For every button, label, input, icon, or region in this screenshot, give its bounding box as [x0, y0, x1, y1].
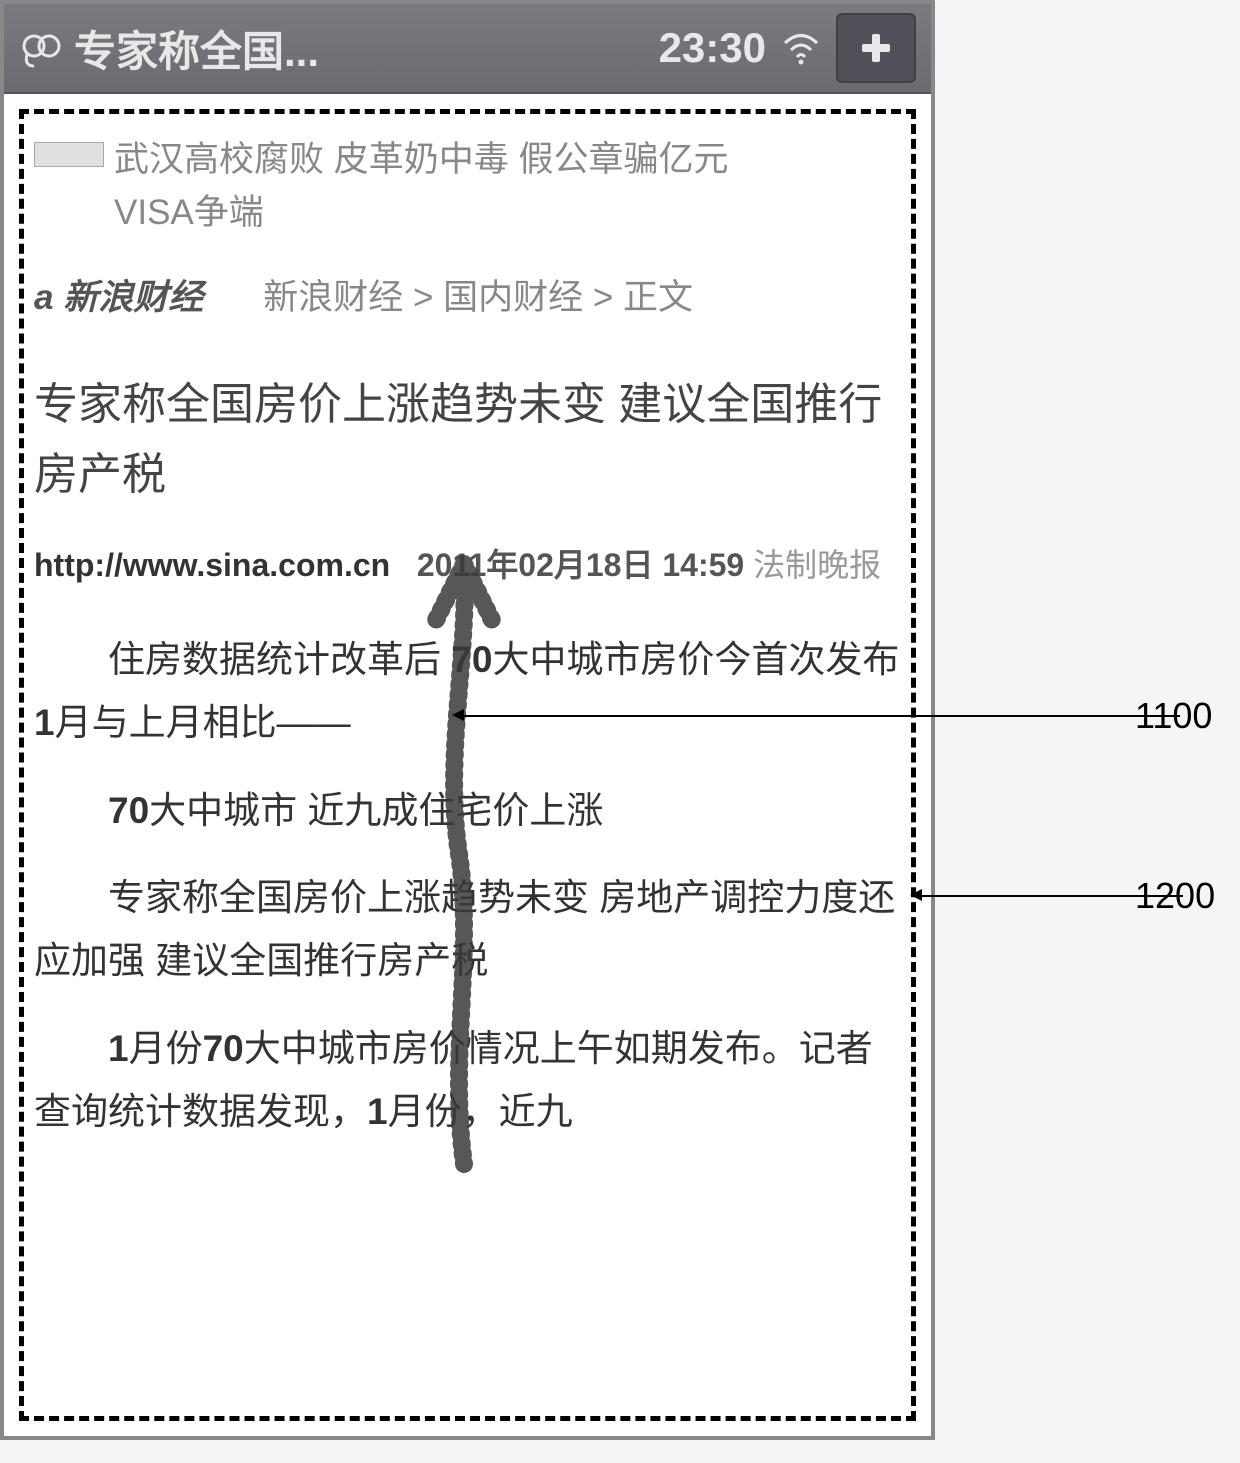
article-paragraph: 1月份70大中城市房价情况上午如期发布。记者查询统计数据发现，1月份，近九: [34, 1018, 901, 1144]
add-button[interactable]: [836, 13, 916, 83]
status-bar: 专家称全国... 23:30: [4, 4, 931, 94]
hot-news-line1: 武汉高校腐败 皮革奶中毒 假公章骗亿元: [114, 140, 728, 179]
article-paragraph: 住房数据统计改革后 70大中城市房价今首次发布 1月与上月相比——: [34, 629, 901, 755]
status-bar-time: 23:30: [659, 24, 766, 72]
content-area[interactable]: 武汉高校腐败 皮革奶中毒 假公章骗亿元 VISA争端 a 新浪财经 新浪财经 >…: [19, 109, 916, 1421]
app-icon: [19, 26, 64, 71]
article-paragraph: 70大中城市 近九成住宅价上涨: [34, 780, 901, 843]
annotation-arrowhead-icon: [910, 887, 926, 903]
article-url[interactable]: http://www.sina.com.cn: [34, 547, 390, 583]
site-logo[interactable]: a 新浪财经: [34, 269, 203, 320]
article-source: 法制晚报: [753, 547, 881, 583]
hot-news-row: 武汉高校腐败 皮革奶中毒 假公章骗亿元 VISA争端: [34, 134, 901, 239]
annotation-leader-line: [918, 895, 1183, 897]
article-title: 专家称全国房价上涨趋势未变 建议全国推行房产税: [34, 370, 901, 511]
article-paragraph: 专家称全国房价上涨趋势未变 房地产调控力度还应加强 建议全国推行房产税: [34, 867, 901, 993]
wifi-icon: [781, 28, 821, 68]
hot-news-text[interactable]: 武汉高校腐败 皮革奶中毒 假公章骗亿元 VISA争端: [114, 134, 728, 239]
status-bar-title: 专家称全国...: [74, 18, 659, 79]
annotation-leader-line: [460, 715, 1180, 717]
hot-news-line2: VISA争端: [114, 193, 264, 232]
article-datetime: 2011年02月18日 14:59: [399, 547, 744, 583]
plus-icon: [856, 28, 896, 68]
article-meta: http://www.sina.com.cn 2011年02月18日 14:59…: [34, 541, 901, 589]
annotation-arrowhead-icon: [452, 707, 468, 723]
hot-news-badge-icon: [34, 142, 104, 167]
breadcrumb-path[interactable]: 新浪财经 > 国内财经 > 正文: [263, 269, 693, 320]
breadcrumb-row: a 新浪财经 新浪财经 > 国内财经 > 正文: [34, 269, 901, 320]
